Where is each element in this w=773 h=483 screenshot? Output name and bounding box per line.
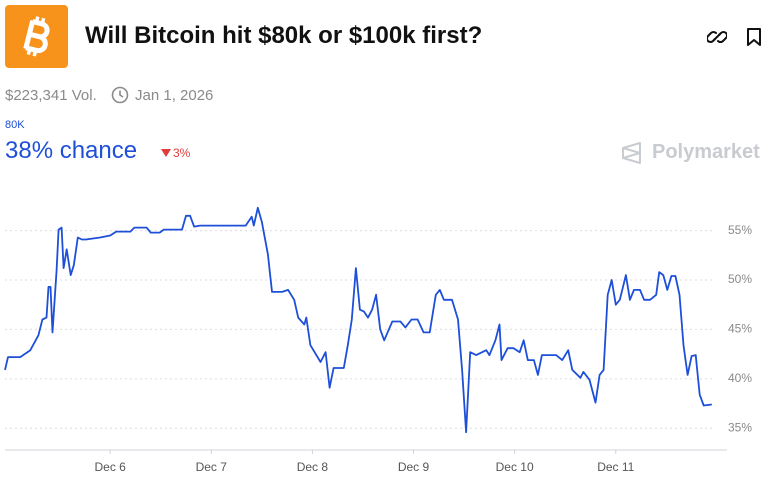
- down-arrow: [161, 149, 171, 157]
- brand-name: Polymarket: [652, 141, 760, 163]
- x-tick-label: Dec 9: [398, 460, 430, 474]
- x-tick-label: Dec 11: [597, 460, 634, 474]
- title: Will Bitcoin hit $80k or $100k first?: [85, 22, 483, 49]
- bookmark-button[interactable]: [746, 28, 762, 46]
- outcome-name: 80K: [5, 119, 25, 131]
- y-tick-label: 35%: [728, 420, 752, 434]
- y-tick-label: 40%: [728, 371, 752, 385]
- x-tick-label: Dec 7: [196, 460, 228, 474]
- link-button[interactable]: [707, 27, 727, 47]
- chart: 35% 40% 45% 50% 55% Dec 6 Dec 7 Dec 8 Dec 9 Dec 1…: [4, 206, 752, 474]
- end-date: Jan 1, 2026: [135, 87, 214, 104]
- price-line: [4, 206, 712, 434]
- market-icon: [5, 5, 68, 68]
- clock-icon: [111, 86, 129, 104]
- x-tick-label: Dec 10: [496, 460, 534, 474]
- x-tick-label: Dec 6: [94, 460, 126, 474]
- y-tick-label: 55%: [728, 223, 752, 237]
- y-tick-label: 45%: [728, 322, 752, 336]
- brand-logo: [622, 142, 641, 164]
- x-tick-label: Dec 8: [297, 460, 329, 474]
- y-tick-label: 50%: [728, 272, 752, 286]
- chance: 38% chance: [5, 137, 138, 164]
- volume: $223,341 Vol.: [5, 87, 97, 104]
- change: 3%: [173, 146, 191, 160]
